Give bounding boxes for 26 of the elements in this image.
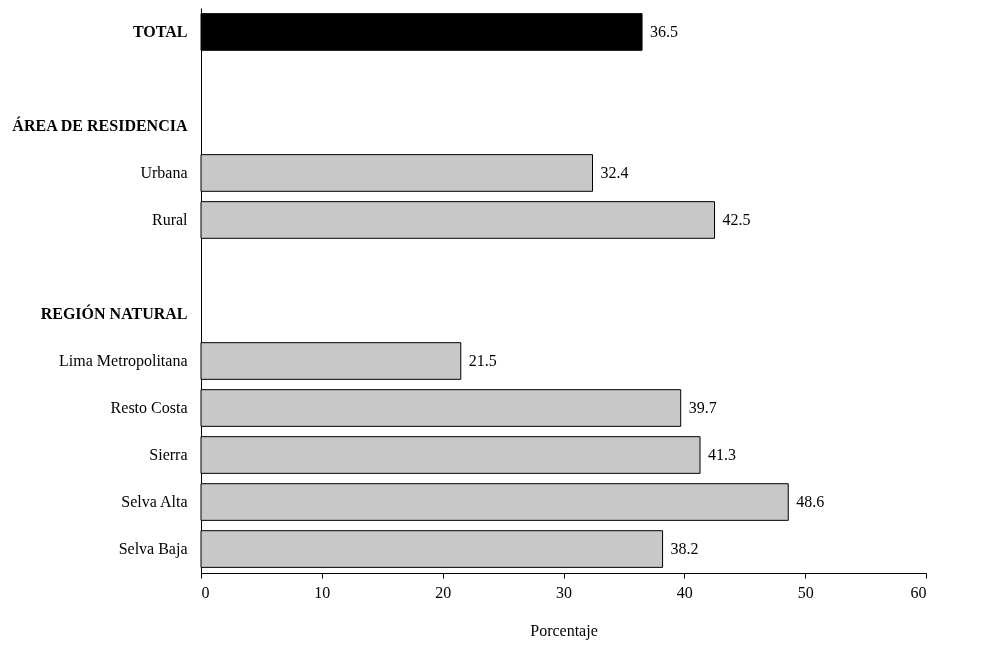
data-label: 38.2 — [670, 540, 699, 558]
x-axis-title: Porcentaje — [530, 621, 598, 640]
data-label: 21.5 — [468, 352, 497, 370]
x-tick-label: 10 — [314, 583, 331, 601]
x-tick-label: 20 — [435, 583, 452, 601]
x-tick-label: 60 — [910, 583, 927, 601]
x-tick-label: 50 — [797, 583, 814, 601]
x-tick-label: 0 — [201, 583, 210, 601]
y-tick-label: Selva Alta — [121, 493, 188, 511]
x-tick-label: 30 — [556, 583, 572, 601]
data-label: 39.7 — [688, 399, 717, 417]
y-tick-label: TOTAL — [132, 22, 188, 40]
y-tick-label: Urbana — [140, 163, 188, 181]
y-tick-label: ÁREA DE RESIDENCIA — [12, 115, 188, 134]
y-tick-label: Selva Baja — [118, 540, 188, 559]
data-label: 42.5 — [722, 210, 751, 228]
y-tick-label: Resto Costa — [110, 399, 188, 417]
y-tick-label: REGIÓN NATURAL — [40, 304, 188, 322]
data-label: 32.4 — [600, 163, 629, 181]
data-label: 36.5 — [650, 22, 679, 40]
y-tick-label: Rural — [151, 210, 189, 228]
data-label: 41.3 — [708, 446, 737, 464]
y-tick-label: Sierra — [149, 446, 188, 464]
data-label: 48.6 — [796, 493, 825, 511]
x-tick-label: 40 — [676, 583, 693, 601]
y-tick-label: Lima Metropolitana — [59, 352, 188, 371]
